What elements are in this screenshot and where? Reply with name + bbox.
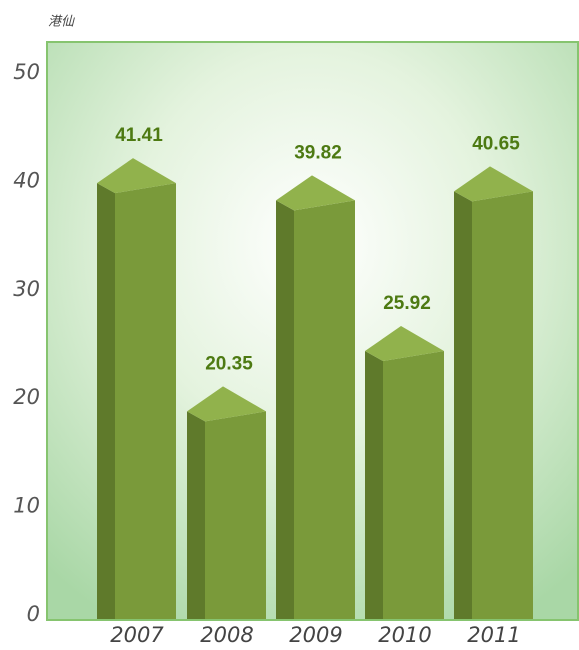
bar [454,166,533,619]
y-tick-label: 10 [13,494,40,518]
bar-top [187,386,266,422]
y-tick-label: 40 [13,168,40,192]
bar-front [294,200,355,619]
value-label: 39.82 [294,142,342,163]
y-tick-label: 30 [13,277,40,301]
bar-front [383,351,444,619]
bar-front [472,191,533,619]
x-tick-label: 2008 [200,623,253,647]
y-tick-label: 20 [13,385,40,409]
bar-top [454,166,533,202]
y-tick-label: 50 [13,60,40,84]
bar-side [187,411,205,619]
value-label: 25.92 [383,293,431,314]
value-label: 41.41 [115,125,163,146]
x-tick-label: 2007 [110,623,164,647]
x-tick-label: 2010 [378,623,431,647]
bar [365,326,444,619]
bar-top [365,326,444,362]
bar [97,158,176,619]
value-label: 20.35 [205,353,253,374]
bar [187,386,266,619]
y-axis-unit: 港仙 [48,15,75,30]
x-tick-label: 2011 [467,623,520,647]
bar-front [205,411,266,619]
bar-side [365,351,383,619]
bar-side [97,183,115,619]
y-tick-label: 0 [27,602,40,626]
bar-side [276,200,294,619]
bar-front [115,183,176,619]
bar-side [454,191,472,619]
bar-top [97,158,176,194]
bar-top [276,175,355,211]
value-label: 40.65 [472,133,520,154]
bar [276,175,355,619]
x-tick-label: 2009 [289,623,342,647]
